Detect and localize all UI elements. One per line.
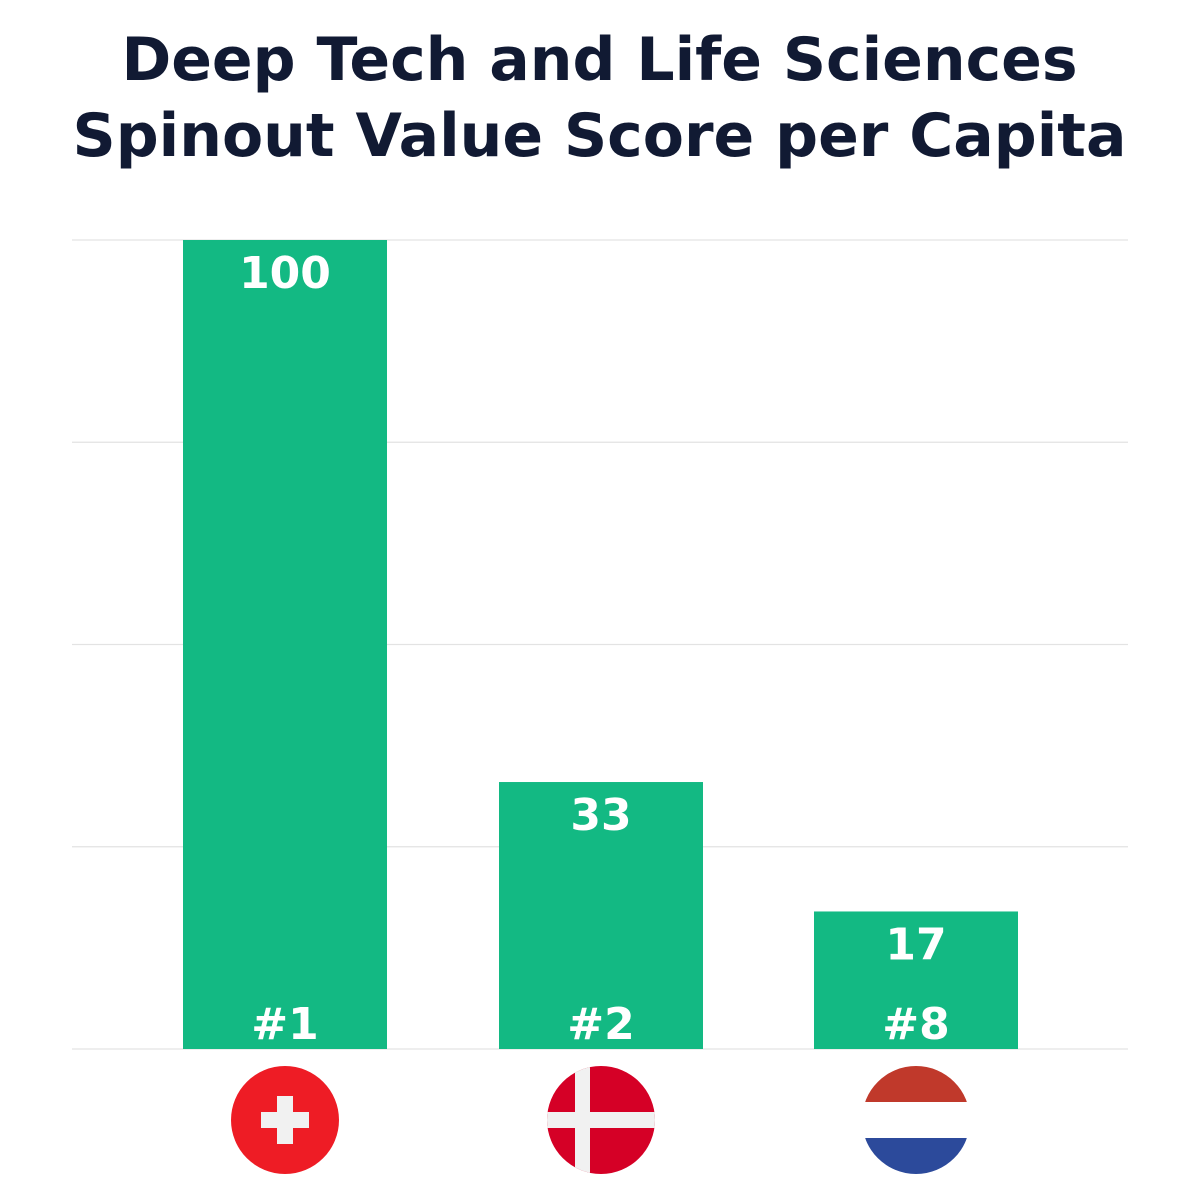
netherlands-flag-icon — [862, 1066, 970, 1174]
rank-label: #1 — [251, 999, 318, 1050]
rank-label: #8 — [882, 999, 949, 1050]
bar — [183, 240, 387, 1049]
value-label: 100 — [239, 248, 331, 299]
bar — [499, 782, 703, 1049]
value-label: 33 — [570, 790, 631, 841]
chart-title: Deep Tech and Life Sciences Spinout Valu… — [0, 22, 1199, 174]
denmark-flag-icon — [547, 1066, 655, 1174]
chart-title-line-2: Spinout Value Score per Capita — [72, 101, 1127, 171]
rank-label: #2 — [567, 999, 634, 1050]
value-label: 17 — [885, 919, 946, 970]
switzerland-flag-icon — [231, 1066, 339, 1174]
chart-title-line-1: Deep Tech and Life Sciences — [121, 25, 1078, 95]
bar — [814, 911, 1018, 1049]
